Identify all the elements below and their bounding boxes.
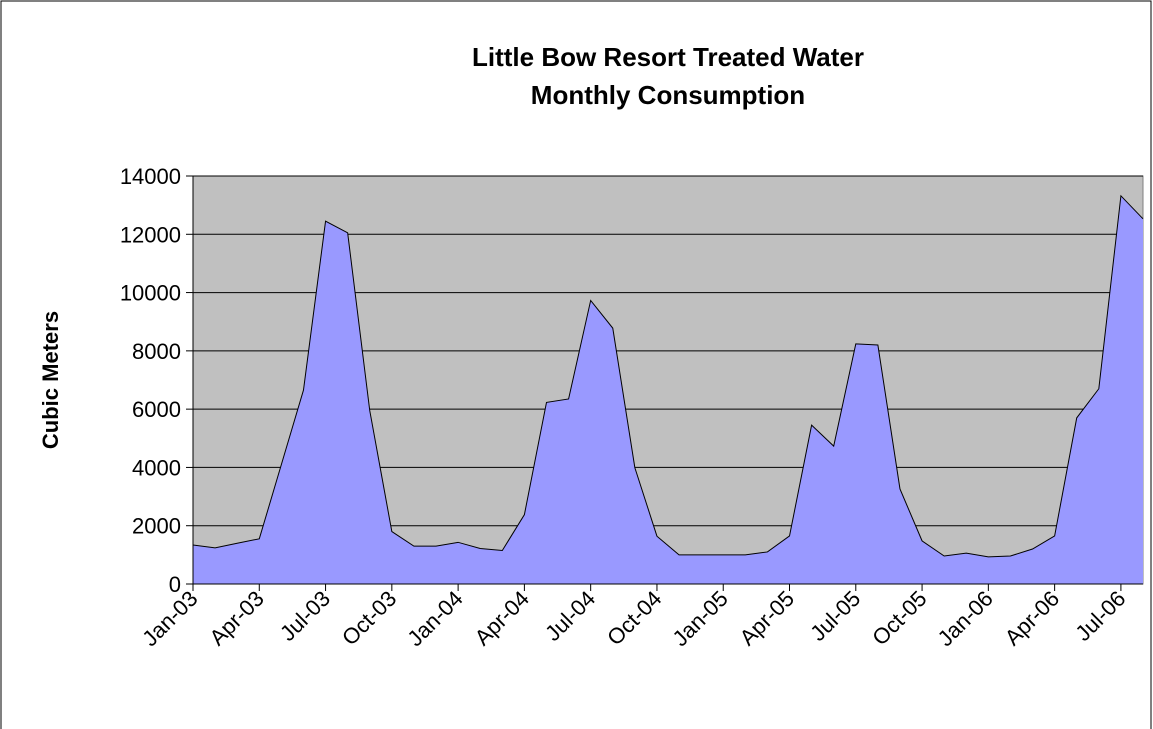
chart-title: Monthly Consumption — [531, 80, 805, 110]
y-tick-label: 4000 — [132, 455, 181, 480]
area-fill — [193, 195, 1143, 584]
chart-title: Little Bow Resort Treated Water — [472, 42, 864, 72]
y-tick-label: 2000 — [132, 514, 181, 539]
y-tick-label: 8000 — [132, 339, 181, 364]
y-tick-label: 12000 — [120, 222, 181, 247]
y-tick-label: 0 — [169, 572, 181, 597]
y-tick-label: 6000 — [132, 397, 181, 422]
y-axis-label: Cubic Meters — [38, 311, 63, 449]
area-line — [192, 194, 1144, 558]
y-tick-label: 10000 — [120, 281, 181, 306]
y-tick-label: 14000 — [120, 164, 181, 189]
